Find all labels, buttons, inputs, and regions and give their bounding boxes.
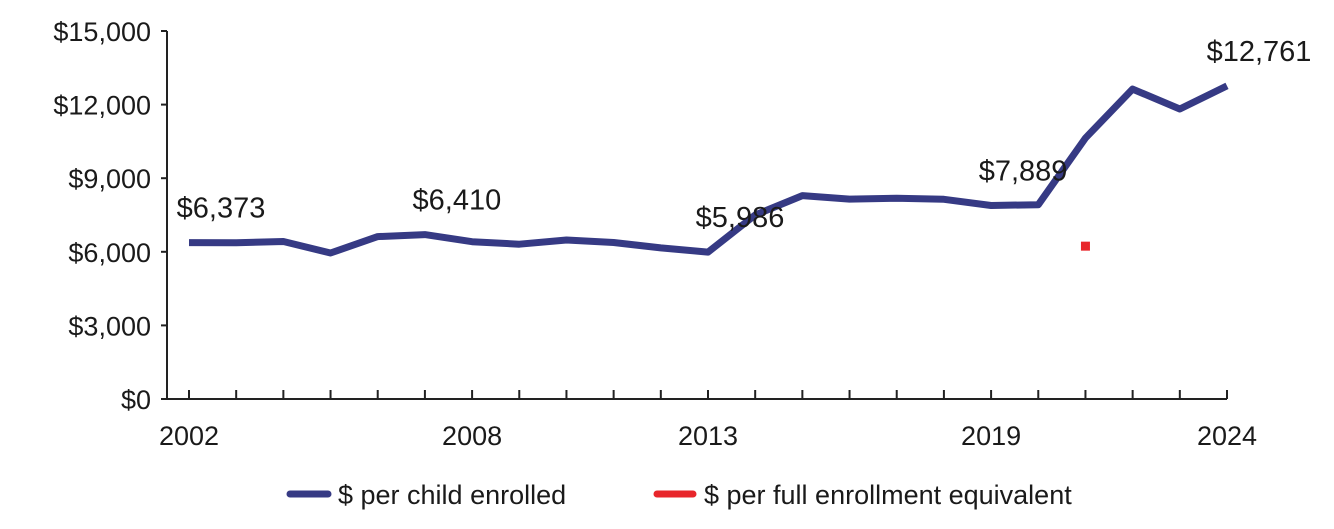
x-tick-label: 2019 — [961, 421, 1021, 451]
data-labels: $6,373 $6,410 $5,986 $7,889 $12,761 — [177, 36, 1312, 234]
data-label: $12,761 — [1207, 36, 1312, 68]
y-tick-label: $9,000 — [68, 164, 151, 194]
data-label: $7,889 — [979, 155, 1068, 187]
x-tick-label: 2024 — [1197, 421, 1257, 451]
data-label: $6,373 — [177, 193, 266, 225]
y-tick-label: $6,000 — [68, 238, 151, 268]
legend: $ per child enrolled $ per full enrollme… — [286, 480, 1072, 510]
y-tick-label: $0 — [121, 385, 151, 415]
legend-label-per-child: $ per child enrolled — [338, 480, 566, 510]
x-tick-label: 2008 — [442, 421, 502, 451]
data-label: $6,410 — [413, 185, 502, 217]
x-tick-label: 2002 — [159, 421, 219, 451]
y-tick-label: $3,000 — [68, 311, 151, 341]
y-tick-label: $12,000 — [53, 91, 151, 121]
legend-label-per-fee: $ per full enrollment equivalent — [704, 480, 1072, 510]
series-line-per-child — [188, 82, 1229, 257]
series-layer — [188, 82, 1229, 257]
data-label: $5,986 — [696, 202, 785, 234]
axes — [166, 31, 1227, 400]
y-axis-ticks: $0 $3,000 $6,000 $9,000 $12,000 $15,000 — [53, 17, 167, 415]
y-tick-label: $15,000 — [53, 17, 151, 47]
series-marker-per-fee — [1080, 241, 1090, 251]
x-tick-label: 2013 — [678, 421, 738, 451]
x-axis-ticks: 2002 2008 2013 2019 2024 — [159, 390, 1257, 451]
